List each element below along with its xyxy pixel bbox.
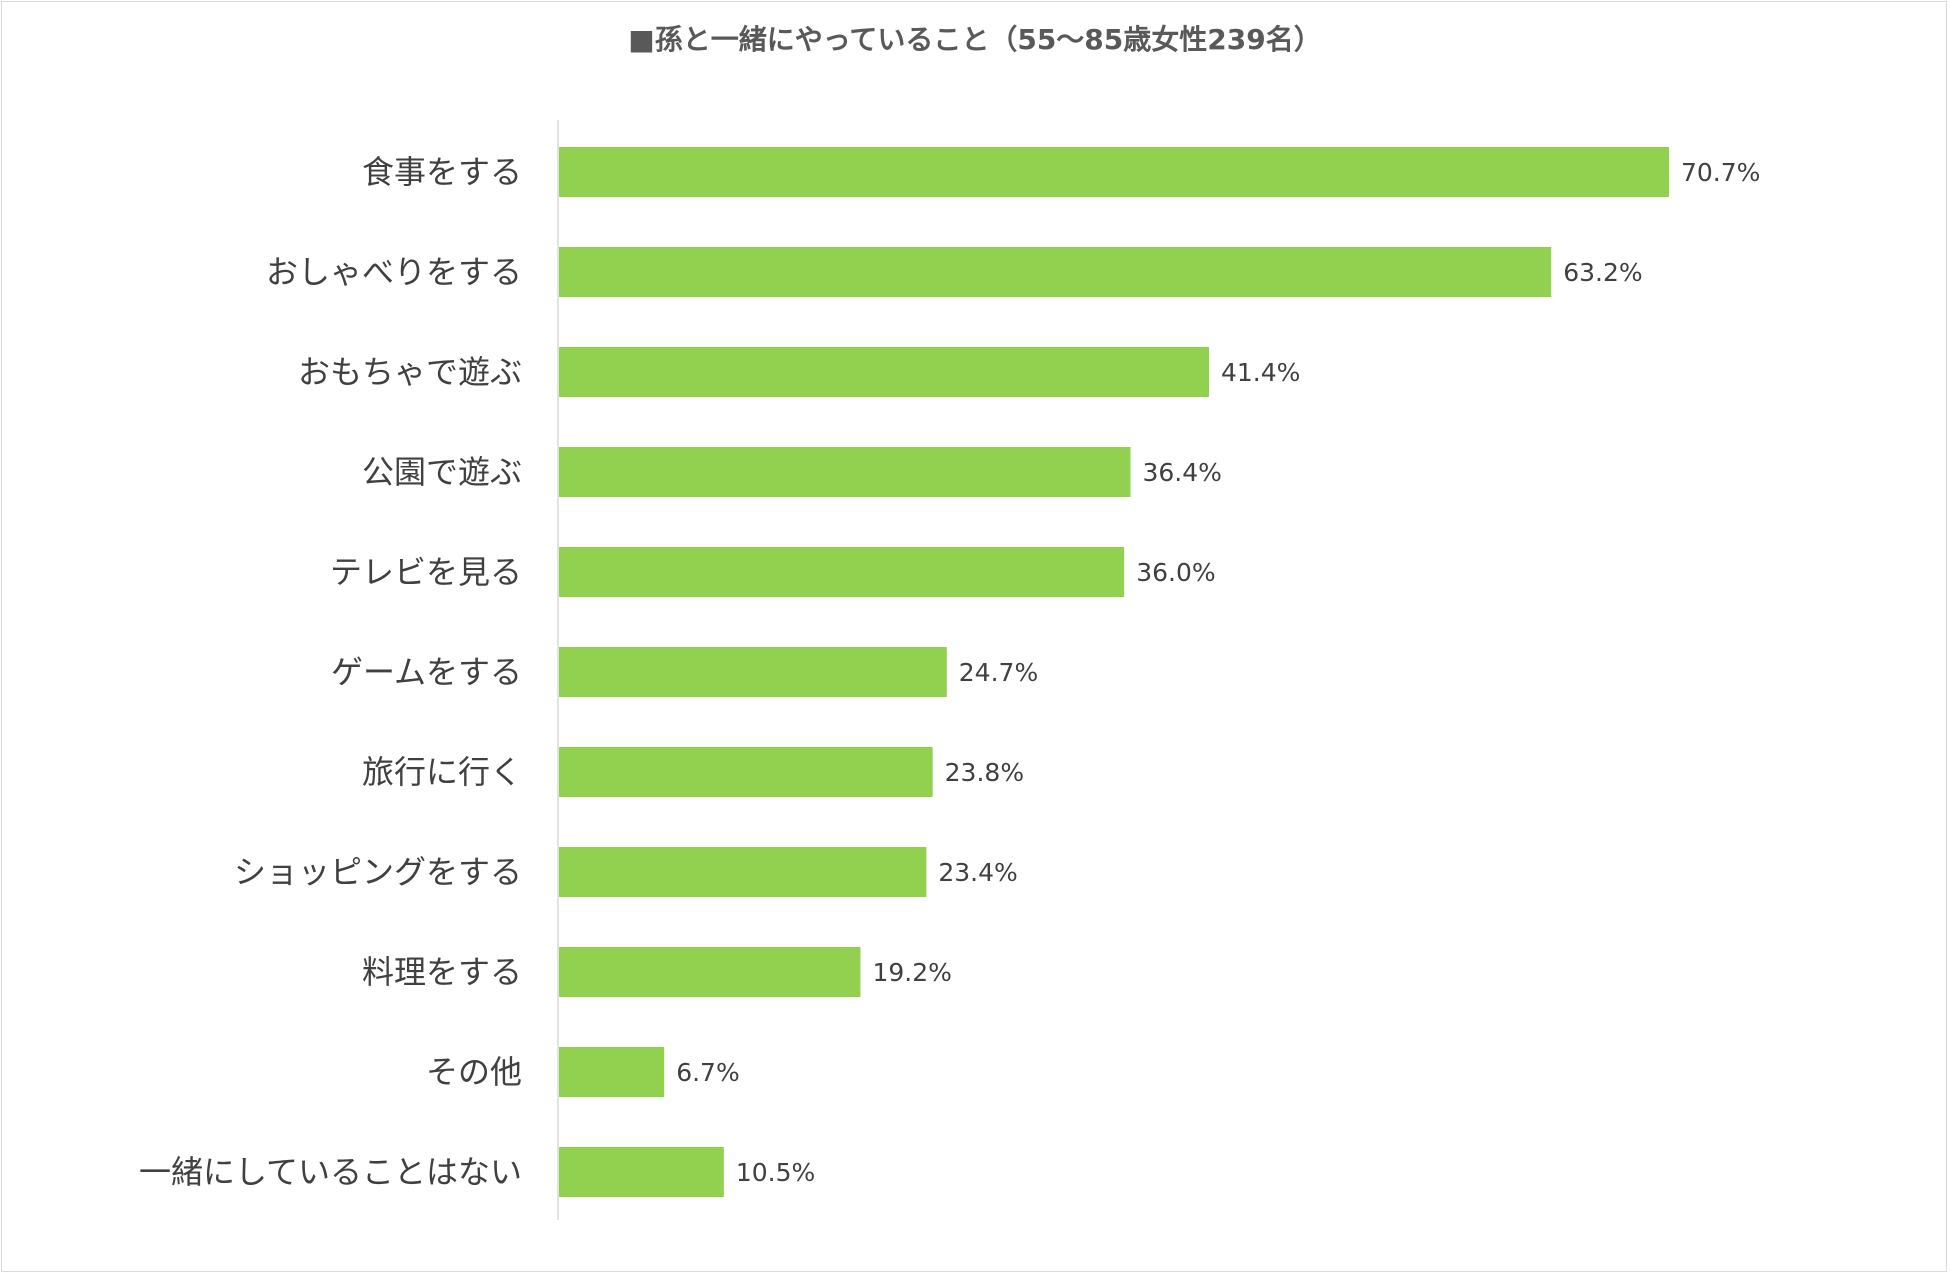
- bars-group: [559, 147, 1669, 1197]
- category-label-5: ゲームをする: [331, 653, 522, 691]
- bar-9: [559, 1047, 665, 1097]
- category-label-8: 料理をする: [362, 953, 522, 991]
- value-label-3: 36.4%: [1142, 458, 1221, 487]
- bar-10: [559, 1147, 724, 1197]
- bar-2: [559, 347, 1209, 397]
- bar-4: [559, 547, 1125, 597]
- category-label-4: テレビを見る: [330, 553, 522, 591]
- category-label-1: おしゃべりをする: [266, 253, 522, 291]
- bar-0: [559, 147, 1669, 197]
- value-labels-group: 70.7% 63.2% 41.4% 36.4% 36.0% 24.7% 23.8% 23.4%…: [676, 158, 1760, 1187]
- bar-8: [559, 947, 861, 997]
- value-label-4: 36.0%: [1136, 558, 1215, 587]
- value-label-10: 10.5%: [736, 1158, 815, 1187]
- category-label-6: 旅行に行く: [362, 753, 522, 791]
- value-label-6: 23.8%: [945, 758, 1024, 787]
- bar-1: [559, 247, 1552, 297]
- bar-6: [559, 747, 933, 797]
- value-label-0: 70.7%: [1681, 158, 1760, 187]
- value-label-9: 6.7%: [676, 1058, 740, 1087]
- bar-3: [559, 447, 1131, 497]
- category-label-0: 食事をする: [362, 153, 522, 191]
- value-label-8: 19.2%: [872, 958, 951, 987]
- category-labels-group: 食事をするおしゃべりをするおもちゃで遊ぶ公園で遊ぶテレビを見るゲームをする旅行に…: [139, 153, 522, 1191]
- category-label-2: おもちゃで遊ぶ: [298, 353, 522, 391]
- category-label-9: その他: [426, 1053, 522, 1091]
- category-label-3: 公園で遊ぶ: [362, 453, 522, 491]
- category-label-10: 一緒にしていることはない: [139, 1153, 522, 1191]
- chart-title: ■孫と一緒にやっていること（55～85歳女性239名）: [628, 23, 1322, 56]
- value-label-5: 24.7%: [959, 658, 1038, 687]
- value-label-2: 41.4%: [1221, 358, 1300, 387]
- bar-5: [559, 647, 947, 697]
- category-label-7: ショッピングをする: [234, 853, 522, 891]
- value-label-7: 23.4%: [938, 858, 1017, 887]
- bar-7: [559, 847, 927, 897]
- value-label-1: 63.2%: [1563, 258, 1642, 287]
